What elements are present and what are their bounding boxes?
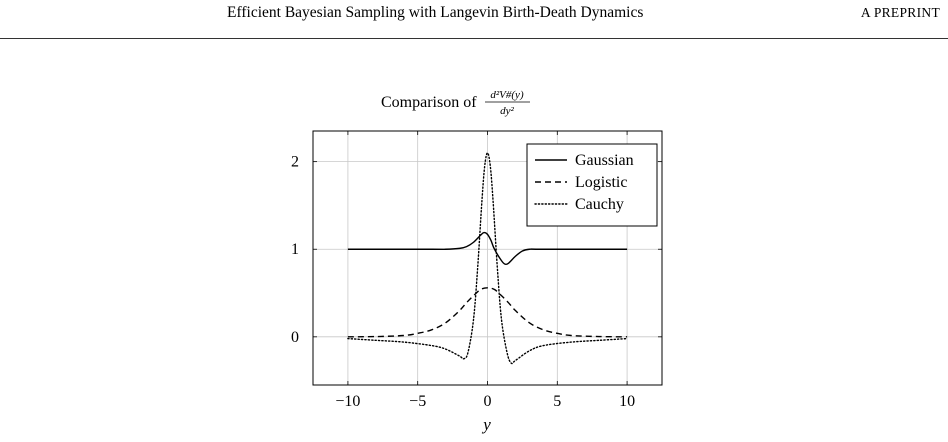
x-axis-ticks: −10 −5 0 5 10 [335, 131, 635, 410]
x-tick-label: 0 [484, 393, 492, 410]
legend-label-gaussian: Gaussian [575, 152, 634, 169]
preprint-tag: A PREPRINT [860, 5, 940, 20]
legend: Gaussian Logistic Cauchy [526, 143, 658, 227]
x-tick-label: −5 [409, 393, 426, 410]
series-line-cauchy [347, 152, 628, 365]
legend-label-logistic: Logistic [575, 174, 627, 191]
chart-title-denominator: dy² [500, 105, 514, 117]
y-axis-ticks: 0 1 2 [291, 154, 662, 346]
chart-title: Comparison of d²V#(y) dy² [381, 89, 530, 117]
running-title: Efficient Bayesian Sampling with Langevi… [227, 4, 644, 21]
header-rule [0, 38, 948, 39]
series-line-logistic [347, 287, 628, 338]
chart-title-prefix: Comparison of [381, 94, 477, 111]
page-header: Efficient Bayesian Sampling with Langevi… [0, 0, 948, 50]
series-group [347, 152, 628, 365]
series-line-gaussian [347, 231, 628, 266]
y-tick-label: 2 [291, 154, 299, 171]
x-tick-label: 10 [619, 393, 635, 410]
chart-title-numerator: d²V#(y) [490, 89, 524, 101]
x-tick-label: −10 [335, 393, 360, 410]
x-axis-label: y [481, 415, 491, 434]
y-tick-label: 0 [291, 329, 299, 346]
legend-box [526, 143, 658, 227]
x-tick-label: 5 [553, 393, 561, 410]
y-tick-label: 1 [291, 241, 299, 258]
legend-label-cauchy: Cauchy [575, 196, 624, 213]
